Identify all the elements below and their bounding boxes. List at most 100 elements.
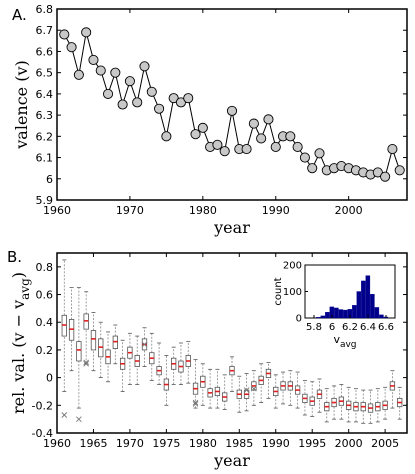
panel-b-boxplot xyxy=(309,381,315,417)
inset-bar xyxy=(361,280,366,319)
panel-b-boxplot xyxy=(360,389,366,424)
panel-b-boxplot xyxy=(338,384,345,420)
panel-b-ylabel-sub: avg xyxy=(18,278,32,300)
panel-b-boxplot xyxy=(149,332,155,381)
panel-a-data-point xyxy=(59,29,70,40)
panel-b-boxplot xyxy=(280,371,286,405)
panel-b-outlier xyxy=(192,399,199,406)
inset-xtick-label: 6.6 xyxy=(378,322,394,333)
panel-b-outlier xyxy=(251,385,257,392)
panel-a-xtick-label: 2000 xyxy=(335,204,363,217)
panel-b-boxplot xyxy=(346,386,352,423)
panel-b-boxplot xyxy=(163,355,170,406)
panel-b-outlier-stroke xyxy=(76,416,82,422)
panel-b-boxplot xyxy=(353,388,359,423)
panel-b-outlier-stroke xyxy=(192,399,199,406)
panel-a-ytick-label: 6.2 xyxy=(36,130,54,143)
panel-a-data-point xyxy=(241,144,252,155)
panel-a-data-point xyxy=(66,42,77,53)
panel-a-data-point xyxy=(299,152,310,163)
panel-b-xlabel: year xyxy=(213,451,250,470)
panel-a-data-point xyxy=(124,76,135,87)
inset-bar xyxy=(334,307,339,319)
panel-b-boxplot xyxy=(382,386,388,420)
panel-b-ytick-label: -0.4 xyxy=(32,427,53,440)
panel-a-ytick-label: 6 xyxy=(46,173,53,186)
panel-b-ytick-label: 0.4 xyxy=(36,316,54,329)
panel-a-data-point xyxy=(161,131,172,142)
inset-bar xyxy=(316,317,321,319)
panel-b-outlier xyxy=(243,387,250,393)
panel-b-boxplot xyxy=(294,371,301,409)
panel-b-boxplot xyxy=(389,370,396,409)
panel-a-data-point xyxy=(263,114,274,125)
panel-a-ytick-label: 6.6 xyxy=(36,45,54,58)
panel-b-outlier xyxy=(76,416,82,422)
panel-b-xtick-label: 2005 xyxy=(371,437,399,450)
panel-b-ylabel-close: ) xyxy=(9,272,28,278)
panel-b-boxplot xyxy=(134,335,140,385)
panel-b-box xyxy=(76,341,82,362)
panel-b-outlier xyxy=(61,412,68,418)
inset-bar xyxy=(352,305,357,319)
panel-b-xtick-label: 2000 xyxy=(335,437,363,450)
panel-a-ytick-label: 6.4 xyxy=(36,88,54,101)
panel-a-data-point xyxy=(256,133,267,144)
panel-a-data-point xyxy=(88,54,99,65)
panel-a-data-point xyxy=(219,146,230,157)
inset-ytick-label: 100 xyxy=(283,287,302,298)
inset-bar xyxy=(379,314,384,319)
inset-bar xyxy=(370,293,375,319)
panel-a-ylabel: valence (v) xyxy=(12,60,31,150)
panel-a-data-point xyxy=(102,88,114,99)
panel-a-data-point xyxy=(81,27,92,38)
panel-b-outlier-stroke xyxy=(61,412,68,418)
panel-b-boxplot xyxy=(112,324,118,365)
panel-a-data-point xyxy=(387,144,398,155)
panel-b-xtick-label: 1970 xyxy=(116,437,144,450)
panel-b-boxplot xyxy=(105,331,111,383)
panel-b-boxplot xyxy=(316,378,323,413)
panel-b-boxplot xyxy=(76,287,82,409)
panel-b-boxplot xyxy=(207,368,213,409)
panel-b-boxplot xyxy=(302,379,308,416)
inset-xtick-label: 5.8 xyxy=(306,322,322,333)
inset-xtick-label: 6.2 xyxy=(342,322,358,333)
panel-a-data-point xyxy=(139,61,150,72)
panel-a-data-point xyxy=(117,99,128,110)
panel-b-ytick-label: -0.2 xyxy=(32,399,53,412)
panel-b-boxplot xyxy=(258,363,264,403)
panel-a-label: A. xyxy=(12,6,27,24)
panel-a-ytick-label: 6.1 xyxy=(36,152,54,165)
panel-b-boxplot xyxy=(178,342,184,385)
panel-b-boxplot xyxy=(214,368,221,409)
panel-a-data-point xyxy=(380,171,391,182)
panel-b-ytick-label: 0.6 xyxy=(36,289,54,302)
panel-b-boxplot xyxy=(367,389,374,424)
panel-b-frame xyxy=(56,252,408,434)
panel-a-ytick-label: 5.9 xyxy=(36,194,54,207)
inset-bar xyxy=(374,307,380,319)
panel-a-data-point xyxy=(307,163,318,174)
panel-a-ytick-label: 6.3 xyxy=(36,109,54,122)
panel-a-xtick-label: 1980 xyxy=(189,204,217,217)
panel-b-boxplot xyxy=(83,291,89,365)
panel-b-boxplot xyxy=(236,375,242,413)
panel-b-xtick-label: 1975 xyxy=(152,437,180,450)
panel-a-data-point xyxy=(154,103,165,114)
panel-a-xlabel: year xyxy=(213,218,250,237)
panel-a-data-point xyxy=(110,67,121,78)
panel-b-outlier-stroke xyxy=(192,401,199,407)
panel-a-data-point xyxy=(190,129,201,140)
panel-a-data-point xyxy=(248,118,259,129)
inset-xlabel: vavg xyxy=(333,333,356,350)
panel-b-outlier-stroke xyxy=(243,387,250,393)
inset-ytick-label: 0 xyxy=(296,314,302,325)
panel-a-data-point xyxy=(95,65,106,76)
panel-b-boxplot xyxy=(375,388,381,423)
panel-b-xtick-label: 1990 xyxy=(262,437,290,450)
panel-b-xtick-label: 1960 xyxy=(43,437,71,450)
panel-b-outlier xyxy=(141,341,148,348)
panel-a-data-point xyxy=(292,141,303,152)
